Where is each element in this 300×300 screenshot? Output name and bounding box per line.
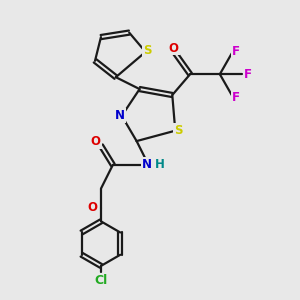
Text: S: S — [143, 44, 151, 57]
Text: S: S — [174, 124, 182, 137]
Text: O: O — [88, 202, 98, 214]
Text: O: O — [169, 42, 179, 55]
Text: Cl: Cl — [94, 274, 108, 287]
Text: N: N — [115, 109, 125, 122]
Text: F: F — [232, 44, 240, 58]
Text: F: F — [244, 68, 251, 81]
Text: H: H — [155, 158, 165, 171]
Text: O: O — [91, 136, 100, 148]
Text: N: N — [142, 158, 152, 171]
Text: F: F — [232, 91, 240, 104]
